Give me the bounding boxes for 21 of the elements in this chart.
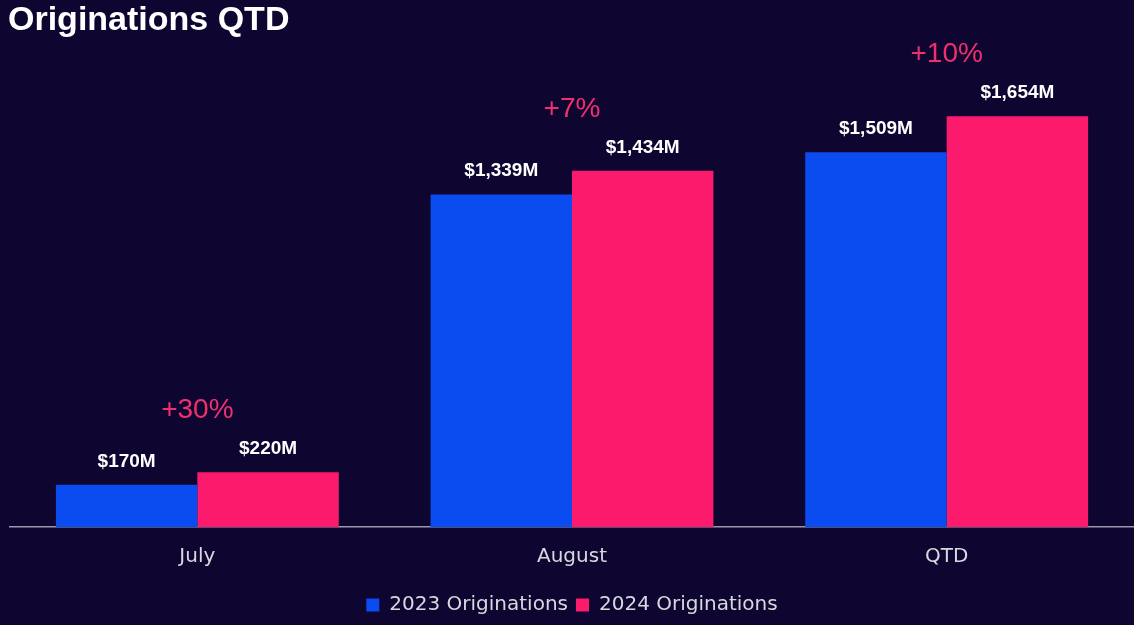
x-tick-label: July [177, 543, 216, 568]
bar [946, 116, 1089, 527]
annotation: +30% [161, 393, 234, 425]
data-label: $1,654M [980, 80, 1055, 102]
data-label: $1,509M [838, 116, 913, 138]
bar [55, 484, 198, 527]
text: +10% [910, 36, 983, 68]
chart-title: Originations QTD [8, 0, 290, 38]
data-label: $220M [239, 437, 298, 459]
annotation: +7% [543, 91, 601, 123]
bar [197, 472, 339, 527]
legend-label: 2023 Originations [389, 591, 569, 616]
bar [572, 170, 714, 527]
data-label: $1,339M [464, 159, 539, 181]
bar [430, 194, 572, 527]
bar [805, 152, 947, 527]
x-tick-label: August [537, 543, 608, 568]
legend-label: 2024 Originations [599, 591, 778, 616]
data-label: $170M [97, 449, 156, 471]
x-tick-label: QTD [924, 543, 969, 568]
data-label: $1,434M [605, 135, 680, 157]
